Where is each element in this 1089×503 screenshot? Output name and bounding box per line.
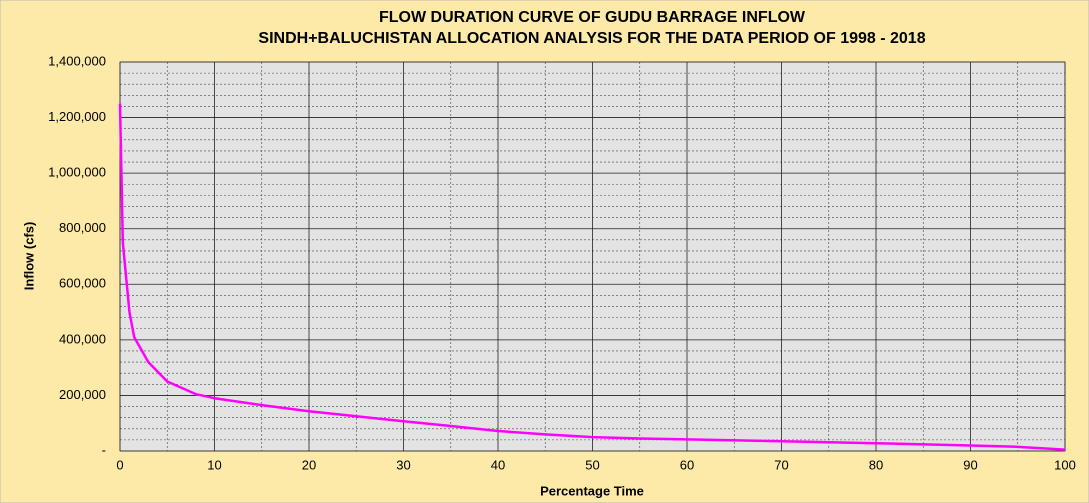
y-tick-label: 200,000 (59, 387, 106, 402)
x-tick-label: 50 (585, 457, 599, 472)
x-axis-title: Percentage Time (540, 483, 644, 498)
y-tick-label: 1,200,000 (48, 109, 106, 124)
x-tick-label: 0 (116, 457, 123, 472)
x-tick-label: 10 (207, 457, 221, 472)
y-tick-label: 1,400,000 (48, 53, 106, 68)
chart-subtitle: SINDH+BALUCHISTAN ALLOCATION ANALYSIS FO… (258, 30, 925, 47)
x-tick-label: 90 (963, 457, 977, 472)
x-tick-label: 20 (302, 457, 316, 472)
y-tick-label: - (102, 442, 106, 457)
y-axis-title: Inflow (cfs) (21, 222, 36, 291)
x-tick-label: 60 (680, 457, 694, 472)
x-tick-label: 30 (396, 457, 410, 472)
y-tick-label: 1,000,000 (48, 165, 106, 180)
x-tick-label: 40 (491, 457, 505, 472)
chart-title: FLOW DURATION CURVE OF GUDU BARRAGE INFL… (379, 9, 806, 26)
x-tick-label: 70 (774, 457, 788, 472)
y-tick-label: 400,000 (59, 331, 106, 346)
x-tick-label: 100 (1054, 457, 1076, 472)
data-line (118, 103, 1066, 451)
y-tick-label: 800,000 (59, 220, 106, 235)
y-tick-label: 600,000 (59, 276, 106, 291)
x-tick-label: 80 (869, 457, 883, 472)
